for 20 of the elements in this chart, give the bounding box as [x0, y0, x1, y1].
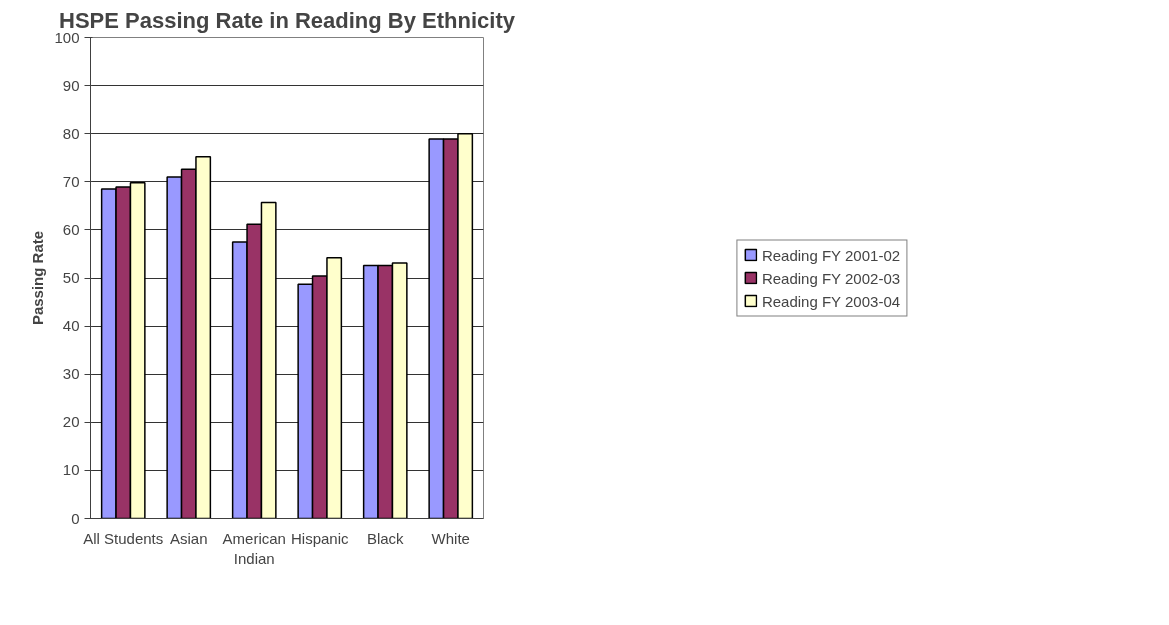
x-tick-label: Black	[366, 529, 405, 547]
legend-label: Reading FY 2002-03	[761, 269, 901, 286]
x-tick-label: Hispanic	[290, 529, 350, 547]
y-tick-label: 60	[62, 220, 80, 238]
y-tick-label: 90	[62, 76, 80, 94]
x-tick-label: All Students	[83, 529, 164, 547]
x-tick-label: White	[431, 529, 470, 547]
legend-label: Reading FY 2001-02	[761, 246, 901, 263]
y-tick-label: 10	[62, 461, 80, 479]
y-tick-label: 30	[62, 365, 80, 383]
y-axis-title: Passing Rate	[29, 230, 47, 326]
y-tick-label: 80	[62, 124, 80, 142]
x-tick-label: Asian	[169, 529, 208, 547]
legend-label: Reading FY 2003-04	[761, 292, 901, 309]
y-tick-label: 0	[71, 509, 80, 527]
y-tick-label: 20	[62, 413, 80, 431]
y-tick-label: 40	[62, 317, 80, 335]
x-tick-label: American Indian	[222, 529, 286, 567]
y-tick-label: 50	[62, 269, 80, 286]
y-tick-label: 70	[62, 172, 80, 190]
